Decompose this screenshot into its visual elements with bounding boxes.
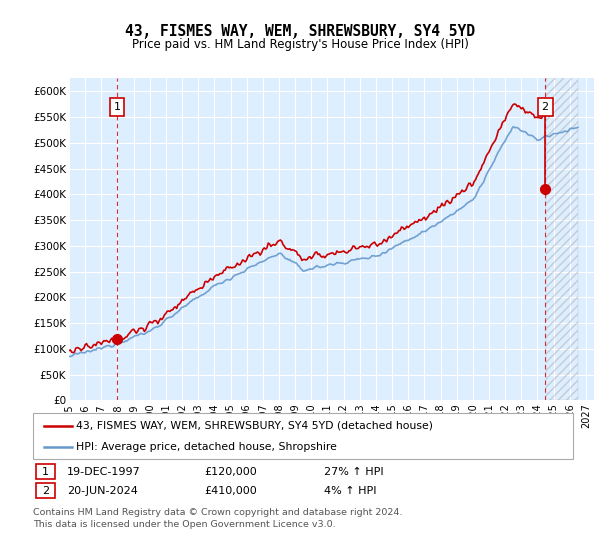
Text: 19-DEC-1997: 19-DEC-1997: [67, 466, 141, 477]
Text: £120,000: £120,000: [204, 466, 257, 477]
Text: 43, FISMES WAY, WEM, SHREWSBURY, SY4 5YD: 43, FISMES WAY, WEM, SHREWSBURY, SY4 5YD: [125, 24, 475, 39]
Text: 1: 1: [42, 466, 49, 477]
Text: 1: 1: [113, 102, 121, 112]
Text: 27% ↑ HPI: 27% ↑ HPI: [324, 466, 383, 477]
Text: 20-JUN-2024: 20-JUN-2024: [67, 486, 138, 496]
Text: HPI: Average price, detached house, Shropshire: HPI: Average price, detached house, Shro…: [76, 442, 337, 452]
Text: 4% ↑ HPI: 4% ↑ HPI: [324, 486, 377, 496]
Text: 2: 2: [42, 486, 49, 496]
Text: 43, FISMES WAY, WEM, SHREWSBURY, SY4 5YD (detached house): 43, FISMES WAY, WEM, SHREWSBURY, SY4 5YD…: [76, 421, 433, 431]
Text: £410,000: £410,000: [204, 486, 257, 496]
Text: Price paid vs. HM Land Registry's House Price Index (HPI): Price paid vs. HM Land Registry's House …: [131, 38, 469, 51]
Text: Contains HM Land Registry data © Crown copyright and database right 2024.
This d: Contains HM Land Registry data © Crown c…: [33, 508, 403, 529]
Text: 2: 2: [541, 102, 548, 112]
